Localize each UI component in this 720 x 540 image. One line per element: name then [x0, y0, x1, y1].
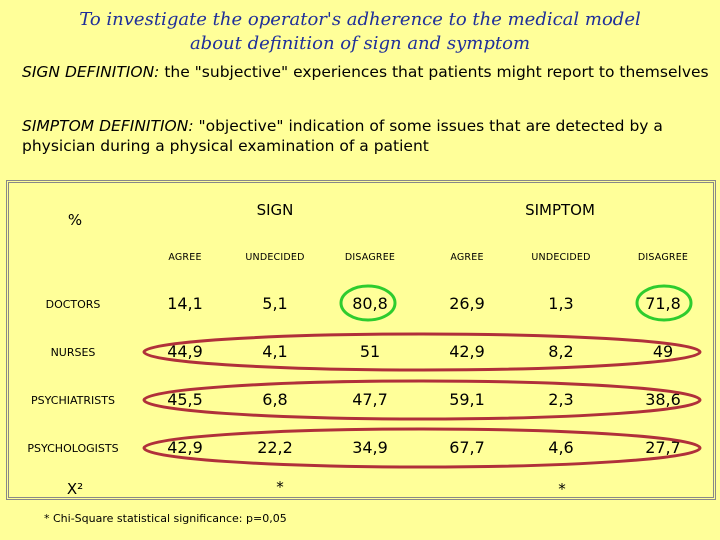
table-cell: 44,9	[167, 341, 203, 361]
group-header-sign: SIGN	[256, 201, 294, 219]
table-cell: 45,5	[167, 389, 203, 409]
table-cell: 71,8	[645, 293, 681, 313]
column-header: AGREE	[168, 251, 202, 263]
column-header: UNDECIDED	[245, 251, 305, 263]
sign-definition-lead: SIGN DEFINITION:	[22, 63, 160, 81]
symptom-definition-text: "objective" indication of some issues th…	[22, 117, 663, 155]
table-corner-label: %	[67, 211, 83, 229]
table-cell: 59,1	[449, 389, 485, 409]
table-cell: 42,9	[167, 437, 203, 457]
symptom-definition: SIMPTOM DEFINITION: "objective" indicati…	[22, 116, 712, 156]
table-cell: 47,7	[352, 389, 388, 409]
table-cell: 34,9	[352, 437, 388, 457]
table-cell: 49	[652, 341, 674, 361]
sign-definition: SIGN DEFINITION: the "subjective" experi…	[22, 62, 712, 82]
table-cell: 4,6	[548, 437, 574, 457]
chi-square-label: X²	[66, 480, 84, 498]
table-cell: 1,3	[548, 293, 574, 313]
table-cell: 2,3	[548, 389, 574, 409]
column-header: AGREE	[450, 251, 484, 263]
symptom-definition-lead: SIMPTOM DEFINITION:	[22, 117, 194, 135]
chi-square-symptom-marker: *	[558, 480, 566, 498]
column-header: DISAGREE	[344, 251, 396, 263]
sign-definition-text: the "subjective" experiences that patien…	[159, 63, 709, 81]
table-cell: 14,1	[167, 293, 203, 313]
table-cell: 67,7	[449, 437, 485, 457]
table-cell: 38,6	[645, 389, 681, 409]
table-cell: 8,2	[548, 341, 574, 361]
column-header: UNDECIDED	[531, 251, 591, 263]
table-cell: 22,2	[257, 437, 293, 457]
table-cell: 42,9	[449, 341, 485, 361]
footnote: * Chi-Square statistical significance: p…	[44, 512, 287, 525]
table-cell: 5,1	[262, 293, 288, 313]
table-cell: 80,8	[352, 293, 388, 313]
group-header-symptom: SIMPTOM	[525, 201, 595, 219]
column-header: DISAGREE	[637, 251, 689, 263]
chi-square-sign-marker: *	[276, 478, 284, 496]
title-line-1: To investigate the operator's adherence …	[79, 9, 641, 30]
row-label-psychologists: PSYCHOLOGISTS	[27, 441, 119, 455]
table-cell: 6,8	[262, 389, 288, 409]
table-cell: 51	[359, 341, 381, 361]
table-cell: 4,1	[262, 341, 288, 361]
table-cell: 26,9	[449, 293, 485, 313]
title-line-2: about definition of sign and symptom	[189, 33, 531, 54]
row-label-doctors: DOCTORS	[45, 297, 101, 311]
page-title: To investigate the operator's adherence …	[0, 8, 720, 56]
row-label-nurses: NURSES	[50, 345, 96, 359]
row-label-psychiatrists: PSYCHIATRISTS	[31, 393, 115, 407]
table-cell: 27,7	[645, 437, 681, 457]
